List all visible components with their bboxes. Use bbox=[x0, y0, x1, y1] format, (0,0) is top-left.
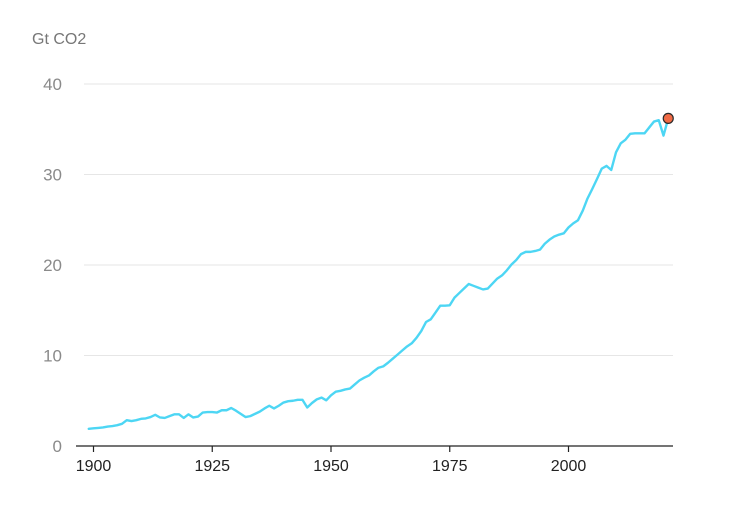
y-tick-label: 20 bbox=[43, 256, 62, 275]
y-tick-label: 0 bbox=[53, 437, 62, 456]
latest-value-marker bbox=[662, 112, 674, 124]
series-layer bbox=[87, 112, 674, 431]
y-tick-label: 30 bbox=[43, 166, 62, 185]
series-line bbox=[87, 117, 670, 431]
x-tick-label: 1900 bbox=[76, 458, 112, 475]
x-tick-label: 1975 bbox=[432, 458, 468, 475]
y-tick-labels: 0 10 20 30 40 bbox=[43, 75, 62, 456]
x-tick-label: 1925 bbox=[194, 458, 230, 475]
x-axis: 1900 1925 1950 1975 2000 bbox=[76, 445, 673, 475]
y-tick-label: 10 bbox=[43, 347, 62, 366]
y-unit-label: Gt CO2 bbox=[32, 31, 86, 48]
x-tick-label: 1950 bbox=[313, 458, 349, 475]
y-tick-label: 40 bbox=[43, 75, 62, 94]
gridlines bbox=[84, 83, 673, 356]
x-tick-label: 2000 bbox=[551, 458, 587, 475]
